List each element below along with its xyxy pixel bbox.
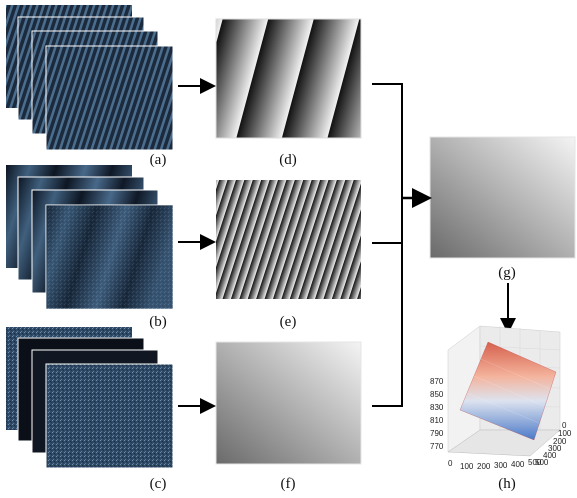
merge-bracket xyxy=(372,83,403,407)
x-tick: 300 xyxy=(494,461,508,470)
x-tick: 200 xyxy=(477,462,491,471)
z-tick: 790 xyxy=(430,429,444,438)
x-tick: 0 xyxy=(448,459,453,468)
z-tick: 870 xyxy=(430,377,444,386)
image-stack-c xyxy=(6,327,174,469)
plot-z-ticks: 870 850 830 810 790 770 xyxy=(430,377,444,451)
label-d: (d) xyxy=(279,152,297,168)
phase-map-d xyxy=(215,18,362,139)
image-stack-b xyxy=(6,165,174,310)
z-tick: 830 xyxy=(430,403,444,412)
z-tick: 850 xyxy=(430,390,444,399)
z-tick: 810 xyxy=(430,416,444,425)
label-c: (c) xyxy=(149,476,167,492)
y-tick: 500 xyxy=(535,458,549,467)
x-tick: 500 xyxy=(528,458,542,467)
phase-map-f xyxy=(215,341,362,465)
plot-y-ticks: 0 100 200 300 400 500 xyxy=(535,421,572,467)
plot-x-ticks: 0 100 200 300 400 500 xyxy=(448,458,542,471)
phase-map-g xyxy=(429,136,576,259)
y-tick: 400 xyxy=(543,451,557,460)
surface-plot-h xyxy=(447,325,561,457)
x-tick: 400 xyxy=(511,460,525,469)
x-tick: 100 xyxy=(460,462,474,471)
label-e: (e) xyxy=(279,314,297,330)
y-tick: 100 xyxy=(558,429,572,438)
label-g: (g) xyxy=(498,265,516,281)
image-stack-a xyxy=(6,5,174,151)
phase-map-e xyxy=(216,180,361,299)
label-f: (f) xyxy=(280,476,296,492)
label-h: (h) xyxy=(498,476,516,492)
y-tick: 300 xyxy=(548,444,562,453)
label-a: (a) xyxy=(149,152,167,168)
label-b: (b) xyxy=(149,314,167,330)
arrows xyxy=(178,78,516,414)
z-tick: 770 xyxy=(430,442,444,451)
y-tick: 200 xyxy=(553,437,567,446)
y-tick: 0 xyxy=(562,421,567,430)
